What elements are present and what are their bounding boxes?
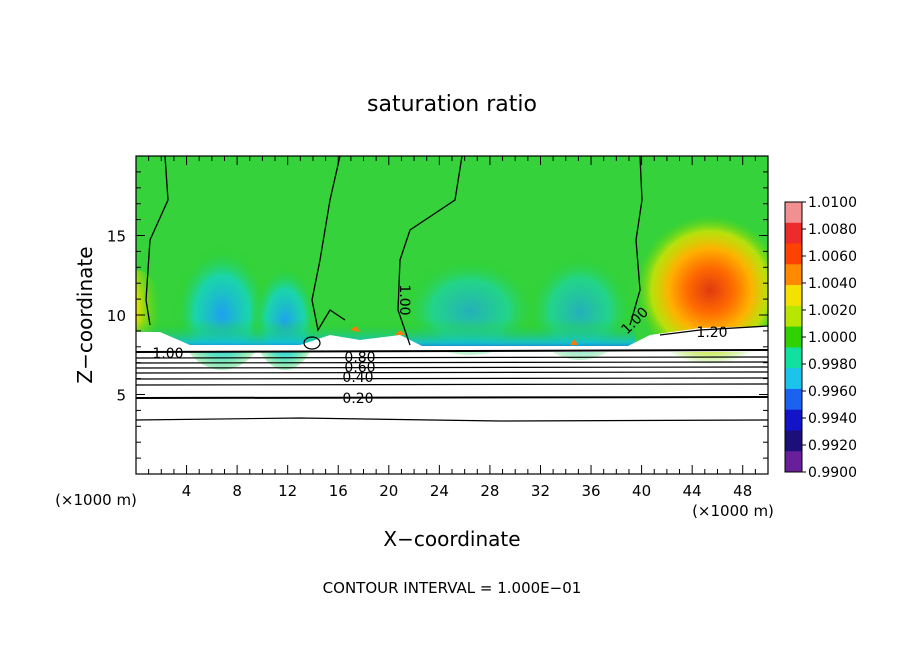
contour-label-8: 0.20 (342, 391, 373, 407)
base-contour-3 (136, 361, 768, 364)
contour-label-7: 0.40 (342, 370, 373, 386)
x-axis-label: X−coordinate (383, 527, 520, 551)
colorbar-level-label: 0.9920 (808, 438, 857, 454)
colorbar-swatch (785, 368, 802, 390)
x-tick-label: 44 (683, 482, 702, 500)
x-tick-label: 32 (531, 482, 550, 500)
colorbar-level-label: 1.0020 (808, 303, 857, 319)
contour-label-4: 1.00 (152, 346, 183, 362)
contour-line-upper-4 (629, 156, 643, 326)
base-contour-8 (136, 396, 768, 399)
x-tick-label: 12 (278, 482, 297, 500)
colorbar-swatch (785, 243, 802, 265)
colorbar-swatch (785, 409, 802, 431)
colorbar-level-label: 0.9900 (808, 465, 857, 481)
contour-label-6: 0.60 (344, 360, 375, 376)
contour-label-1: 1.00 (396, 284, 412, 315)
x-tick-label: 24 (430, 482, 449, 500)
base-contour-1 (136, 349, 768, 353)
colorbar-level-label: 1.0060 (808, 249, 857, 265)
contour-line-upper-5 (659, 325, 768, 336)
contour-interval-note: CONTOUR INTERVAL = 1.000E−01 (323, 579, 582, 597)
contour-loop (303, 336, 321, 350)
colorbar-swatch (785, 451, 802, 473)
base-contour-9 (136, 417, 768, 422)
colorbar-level-label: 1.0100 (808, 195, 857, 211)
y-tick-label: 15 (107, 228, 126, 246)
x-tick-label: 20 (379, 482, 398, 500)
x-tick-label: 28 (480, 482, 499, 500)
colorbar-swatch (785, 326, 802, 348)
x-tick-label: 8 (232, 482, 242, 500)
x-tick-label: 36 (581, 482, 600, 500)
colorbar-swatch (785, 430, 802, 452)
base-contour-4 (136, 366, 768, 369)
colorbar-swatch (785, 305, 802, 328)
base-contour-2 (136, 356, 768, 359)
y-unit-label: (×1000 m) (55, 491, 137, 509)
colorbar-swatch (785, 347, 802, 369)
y-axis-label: Z−coordinate (73, 246, 97, 383)
x-tick-label: 4 (182, 482, 192, 500)
base-contour-5 (136, 371, 768, 374)
colorbar-level-label: 0.9940 (808, 411, 857, 427)
colorbar-swatch (785, 202, 802, 224)
contour-label-3: 1.20 (696, 325, 727, 341)
colorbar-level-label: 0.9960 (808, 384, 857, 400)
x-tick-label: 16 (329, 482, 348, 500)
chart-title: saturation ratio (367, 92, 537, 117)
colorbar-swatch (785, 285, 802, 307)
x-tick-label: 40 (632, 482, 651, 500)
y-tick-label: 10 (107, 307, 126, 325)
colorbar-level-label: 1.0000 (808, 330, 857, 346)
colorbar-swatch (785, 264, 802, 286)
cloud-base-edge (136, 326, 768, 352)
base-contour-6 (136, 377, 768, 380)
x-unit-label: (×1000 m) (692, 502, 774, 520)
contour-label-5: 0.80 (344, 350, 375, 366)
contour-line-upper-3 (397, 156, 463, 346)
plot-area (136, 156, 768, 474)
colorbar-swatch (785, 388, 802, 411)
x-tick-label: 48 (733, 482, 752, 500)
contour-line-upper-1 (145, 156, 169, 326)
colorbar: 1.0100 1.0080 1.0060 1.0040 1.0020 1.0000 0.99… (784, 195, 857, 481)
y-tick-label: 5 (116, 387, 126, 405)
contour-line-upper-2 (311, 156, 346, 332)
colorbar-swatch (785, 222, 802, 245)
colorbar-level-label: 0.9980 (808, 357, 857, 373)
base-contour-7 (136, 383, 768, 386)
colorbar-level-label: 1.0040 (808, 276, 857, 292)
colorbar-level-label: 1.0080 (808, 222, 857, 238)
